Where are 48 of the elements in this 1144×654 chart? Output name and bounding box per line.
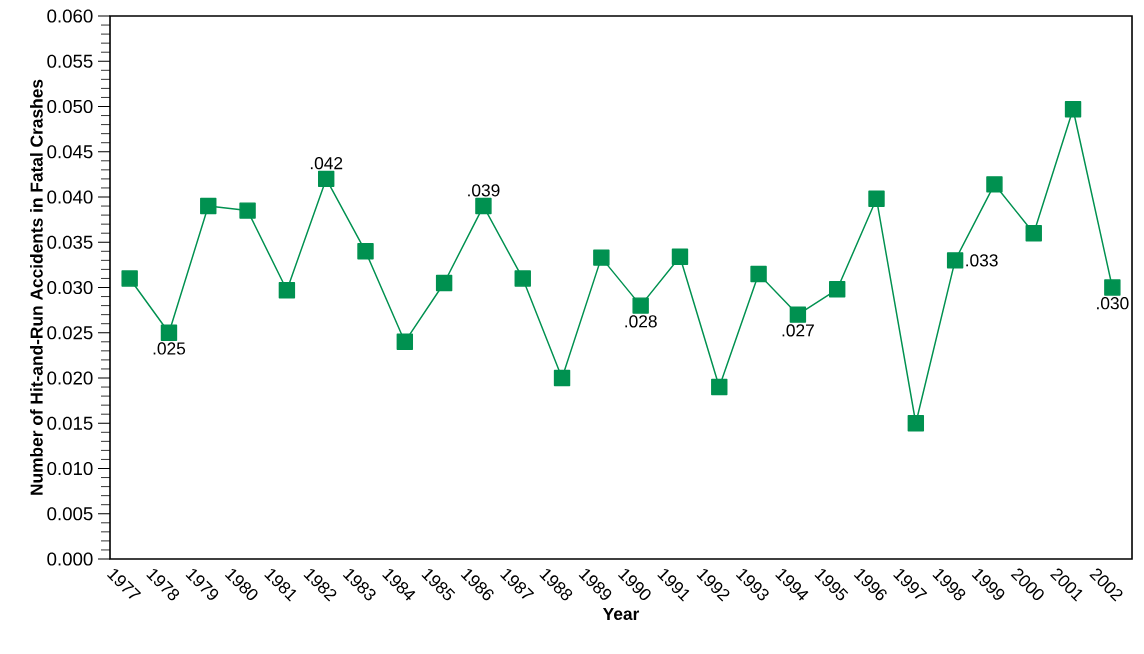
data-label: .028 bbox=[625, 315, 657, 328]
point bbox=[829, 281, 846, 298]
data-label: .027 bbox=[782, 324, 814, 337]
point bbox=[632, 297, 649, 314]
y-tick-label: 0.020 bbox=[47, 371, 93, 385]
point bbox=[553, 369, 571, 387]
data-label: .033 bbox=[966, 254, 998, 267]
point bbox=[1104, 279, 1121, 296]
y-axis-title: Number of Hit-and-Run Accidents in Fatal Crashes bbox=[30, 79, 43, 495]
y-tick-label: 0.030 bbox=[47, 280, 93, 295]
point bbox=[1025, 224, 1042, 242]
point bbox=[789, 306, 807, 323]
point bbox=[357, 243, 374, 260]
point bbox=[239, 202, 256, 219]
data-label: .042 bbox=[310, 157, 343, 170]
point bbox=[868, 190, 885, 208]
y-tick-label: 0.040 bbox=[47, 190, 93, 204]
point bbox=[946, 252, 964, 269]
point bbox=[475, 197, 492, 215]
point bbox=[750, 265, 767, 283]
y-tick-label: 0.050 bbox=[47, 99, 93, 114]
point bbox=[121, 270, 138, 287]
point bbox=[200, 197, 217, 215]
data-label: .030 bbox=[1097, 297, 1129, 310]
y-tick-label: 0.060 bbox=[47, 9, 93, 23]
point bbox=[514, 270, 531, 287]
point bbox=[671, 248, 689, 265]
data-label: .025 bbox=[153, 342, 186, 355]
y-tick-label: 0.045 bbox=[47, 145, 93, 159]
point bbox=[278, 282, 296, 299]
point bbox=[986, 176, 1003, 193]
point bbox=[160, 324, 178, 341]
y-tick-label: 0.005 bbox=[47, 507, 93, 521]
y-tick-label: 0.055 bbox=[47, 54, 93, 68]
x-axis-title: Year bbox=[602, 607, 640, 621]
point bbox=[396, 333, 414, 351]
y-tick-label: 0.000 bbox=[47, 552, 93, 566]
point bbox=[593, 249, 610, 266]
y-tick-label: 0.025 bbox=[47, 326, 93, 340]
y-tick-label: 0.010 bbox=[47, 461, 93, 476]
point bbox=[907, 415, 925, 432]
point bbox=[317, 170, 335, 188]
point bbox=[1064, 101, 1082, 118]
data-label: .039 bbox=[468, 184, 500, 197]
point bbox=[711, 378, 728, 396]
y-tick-label: 0.015 bbox=[47, 416, 93, 430]
y-tick-label: 0.035 bbox=[47, 235, 93, 249]
point bbox=[435, 274, 453, 292]
